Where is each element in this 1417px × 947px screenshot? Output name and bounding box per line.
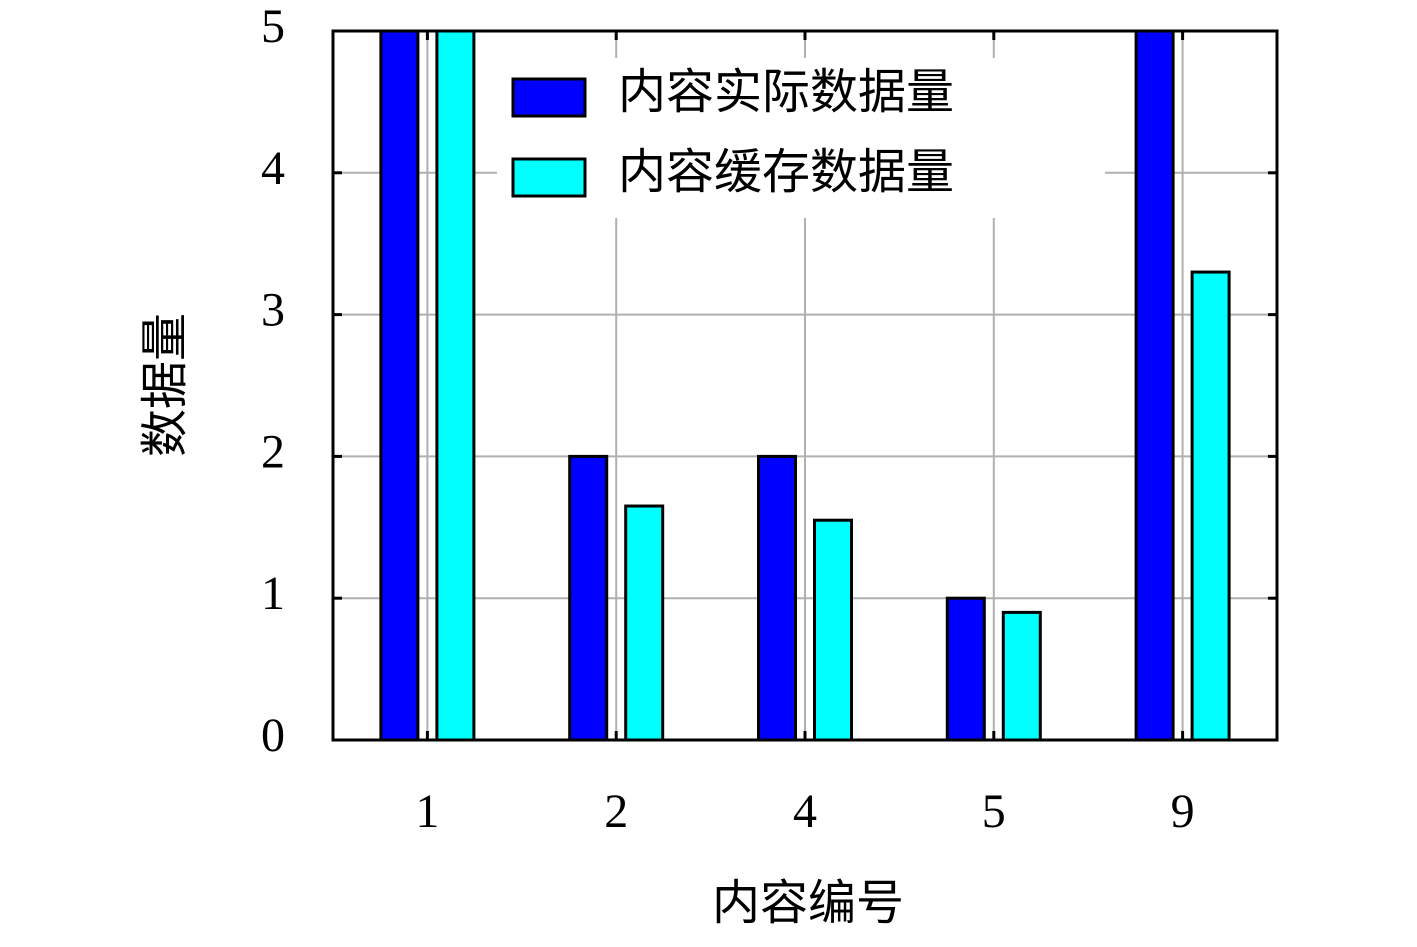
bar	[945, 596, 986, 742]
x-tick-label: 2	[604, 785, 628, 838]
x-tick-label: 4	[793, 785, 817, 838]
y-tick-label: 3	[261, 284, 285, 337]
y-tick-label: 4	[261, 142, 285, 195]
x-tick-label: 9	[1171, 785, 1195, 838]
x-tick-label: 5	[982, 785, 1006, 838]
x-axis-label: 内容编号	[712, 877, 904, 930]
legend-swatch	[511, 77, 587, 118]
x-tick-label: 1	[415, 785, 439, 838]
y-axis-label: 数据量	[139, 313, 192, 457]
legend-label: 内容缓存数据量	[618, 146, 954, 199]
plot-frame	[331, 29, 1279, 742]
y-tick-label: 0	[261, 709, 285, 762]
legend-label: 内容实际数据量	[618, 66, 954, 119]
y-tick-label: 5	[261, 0, 285, 53]
bar	[1190, 270, 1231, 742]
bar	[435, 29, 476, 742]
bar	[1134, 29, 1175, 742]
y-tick-label: 2	[261, 425, 285, 478]
legend-box	[497, 58, 1105, 218]
bar	[379, 29, 420, 742]
y-tick-label: 1	[261, 567, 285, 620]
bar	[1001, 610, 1042, 742]
bar	[568, 454, 609, 742]
bar	[757, 454, 797, 742]
legend-swatch	[511, 157, 587, 198]
bar	[813, 518, 853, 742]
bar	[624, 504, 665, 742]
